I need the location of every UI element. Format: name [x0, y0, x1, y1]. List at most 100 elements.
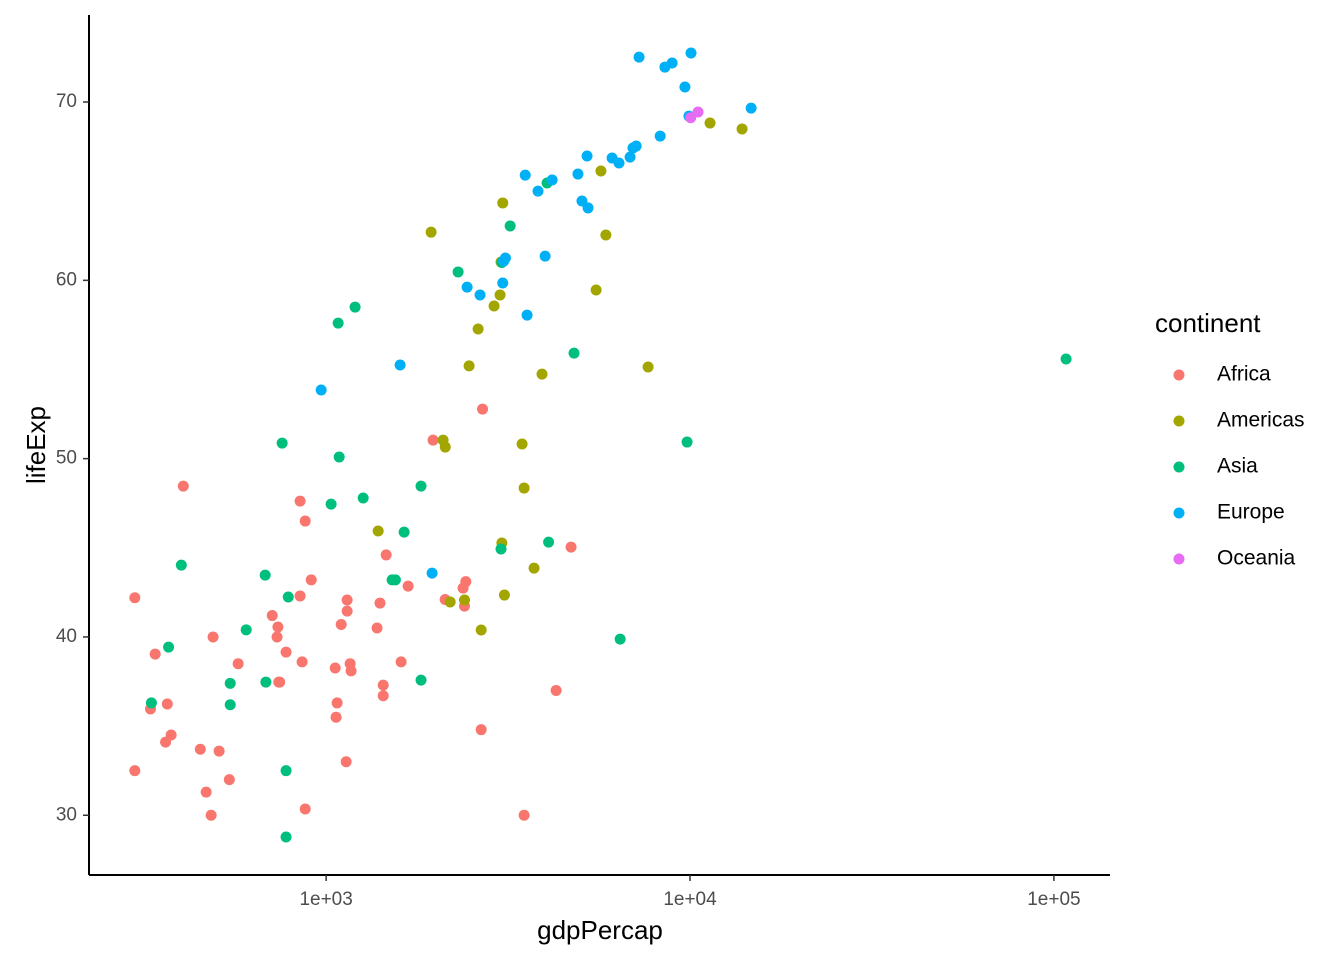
y-axis-label: lifeExp	[21, 406, 51, 484]
x-tick-label: 1e+05	[1027, 889, 1080, 910]
point	[145, 697, 157, 709]
y-tick-label: 50	[56, 448, 77, 469]
point	[272, 621, 284, 633]
point	[332, 317, 344, 329]
legend-marker	[1173, 369, 1185, 381]
point	[395, 656, 407, 668]
point	[415, 480, 427, 492]
point	[666, 57, 678, 69]
point	[488, 300, 500, 312]
legend-marker	[1173, 553, 1185, 565]
point	[681, 436, 693, 448]
point	[654, 130, 666, 142]
point	[296, 656, 308, 668]
point	[149, 648, 161, 660]
point	[377, 679, 389, 691]
point	[163, 641, 175, 653]
point	[165, 729, 177, 741]
point	[590, 284, 602, 296]
point	[329, 662, 341, 674]
point	[642, 361, 654, 373]
point	[345, 665, 357, 677]
point	[305, 574, 317, 586]
point	[532, 185, 544, 197]
point	[633, 51, 645, 63]
point	[380, 549, 392, 561]
point	[161, 698, 173, 710]
point	[394, 359, 406, 371]
point	[271, 631, 283, 643]
point	[299, 515, 311, 527]
point	[340, 756, 352, 768]
point	[595, 165, 607, 177]
point	[357, 492, 369, 504]
point	[1060, 353, 1072, 365]
y-tick-label: 60	[56, 269, 77, 290]
legend-marker	[1173, 415, 1185, 427]
point	[389, 574, 401, 586]
point	[331, 697, 343, 709]
point	[335, 618, 347, 630]
point	[460, 576, 472, 588]
point	[371, 622, 383, 634]
x-axis-label: gdpPercap	[537, 915, 663, 945]
point	[224, 699, 236, 711]
point	[472, 323, 484, 335]
point	[550, 684, 562, 696]
point	[341, 605, 353, 617]
point	[543, 536, 555, 548]
point	[477, 403, 489, 415]
point	[685, 47, 697, 59]
point	[521, 309, 533, 321]
point	[474, 289, 486, 301]
point	[518, 809, 530, 821]
point	[415, 674, 427, 686]
point	[600, 229, 612, 241]
point	[177, 480, 189, 492]
point	[426, 567, 438, 579]
point	[259, 569, 271, 581]
point	[175, 559, 187, 571]
point	[528, 562, 540, 574]
point	[519, 169, 531, 181]
point	[736, 123, 748, 135]
point	[630, 140, 642, 152]
point	[372, 525, 384, 537]
point	[398, 526, 410, 538]
point	[260, 676, 272, 688]
y-tick-label: 70	[56, 91, 77, 112]
legend-label: Asia	[1217, 455, 1258, 478]
point	[745, 102, 757, 114]
point	[614, 633, 626, 645]
point	[458, 594, 470, 606]
point	[129, 592, 141, 604]
point	[330, 711, 342, 723]
point	[516, 438, 528, 450]
point	[129, 765, 141, 777]
point	[402, 580, 414, 592]
point	[452, 266, 464, 278]
point	[624, 151, 636, 163]
point	[568, 347, 580, 359]
point	[679, 81, 691, 93]
point	[349, 301, 361, 313]
point	[565, 541, 577, 553]
point	[240, 624, 252, 636]
point	[439, 441, 451, 453]
point	[224, 677, 236, 689]
point	[536, 368, 548, 380]
point	[200, 786, 212, 798]
legend-marker	[1173, 461, 1185, 473]
point	[299, 803, 311, 815]
point	[497, 277, 509, 289]
point	[341, 594, 353, 606]
point	[692, 106, 704, 118]
point	[518, 482, 530, 494]
legend-label: Oceania	[1217, 547, 1296, 570]
legend-marker	[1173, 507, 1185, 519]
point	[461, 281, 473, 293]
point	[494, 289, 506, 301]
y-tick-label: 30	[56, 804, 77, 825]
